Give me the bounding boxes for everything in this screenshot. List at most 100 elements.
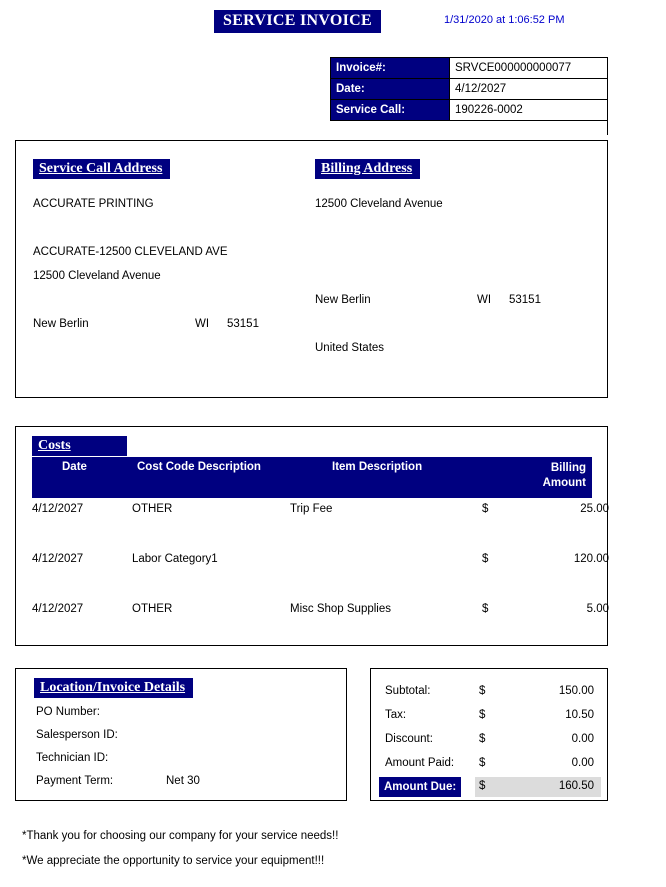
billing-street: 12500 Cleveland Avenue (315, 198, 443, 210)
cost-billing-amount: 5.00 (586, 603, 609, 615)
technician-id-label: Technician ID: (36, 752, 109, 764)
cost-currency-symbol: $ (482, 553, 489, 565)
discount-currency-symbol: $ (479, 733, 486, 745)
column-header-cost-code-description: Cost Code Description (137, 461, 261, 473)
list-item: Discount: $ 0.00 (371, 729, 609, 753)
invoice-number-value: SRVCE000000000077 (449, 57, 608, 79)
table-row: Invoice#: SRVCE000000000077 (330, 57, 608, 79)
costs-panel: Costs Date Cost Code Description Item De… (15, 426, 609, 649)
cost-currency-symbol: $ (482, 603, 489, 615)
details-heading-wrap: Location/Invoice Details (34, 678, 194, 698)
salesperson-id-label: Salesperson ID: (36, 729, 118, 741)
subtotal-value: 150.00 (558, 685, 594, 697)
invoice-date-label: Date: (330, 78, 450, 100)
list-item: Amount Paid: $ 0.00 (371, 753, 609, 777)
billing-blank-line-1 (315, 216, 595, 240)
billing-city-state-zip: New Berlin WI 53151 (315, 288, 595, 312)
cost-currency-symbol: $ (482, 503, 489, 515)
column-header-billing-amount: Billing Amount (543, 461, 586, 491)
totals-rows: Subtotal: $ 150.00 Tax: $ 10.50 Discount… (371, 681, 609, 799)
service-call-zip: 53151 (227, 318, 259, 330)
billing-blank-line-2 (315, 240, 595, 264)
costs-table-body: 4/12/2027 OTHER Trip Fee $ 25.00 4/12/20… (32, 499, 609, 649)
cost-billing-amount: 25.00 (580, 503, 609, 515)
amount-due-highlight (475, 777, 601, 797)
table-row: Date: 4/12/2027 (330, 78, 608, 100)
service-call-label: Service Call: (330, 99, 450, 121)
tax-currency-symbol: $ (479, 709, 486, 721)
cost-code-description: OTHER (132, 503, 173, 515)
amount-paid-currency-symbol: $ (479, 757, 486, 769)
service-call-address-block: Service Call Address ACCURATE PRINTING A… (33, 157, 313, 336)
payment-term-value: Net 30 (166, 775, 200, 787)
po-number-label: PO Number: (36, 706, 100, 718)
cost-item-description: Misc Shop Supplies (290, 603, 391, 615)
service-call-location-name: ACCURATE-12500 CLEVELAND AVE (33, 246, 228, 258)
location-invoice-details-heading: Location/Invoice Details (34, 678, 194, 698)
payment-term-label: Payment Term: (36, 775, 114, 787)
meta-table-edge-rule (607, 57, 608, 135)
amount-due-row: Amount Due: $ 160.50 (371, 777, 609, 799)
discount-value: 0.00 (571, 733, 594, 745)
location-invoice-details-panel: Location/Invoice Details PO Number: Sale… (15, 668, 347, 801)
invoice-meta-table: Invoice#: SRVCE000000000077 Date: 4/12/2… (330, 57, 608, 121)
footer-note-2: *We appreciate the opportunity to servic… (22, 855, 325, 867)
column-header-billing-amount-line1: Billing (550, 462, 586, 474)
costs-tab-label: Costs (38, 438, 71, 453)
amount-paid-value: 0.00 (571, 757, 594, 769)
totals-panel: Subtotal: $ 150.00 Tax: $ 10.50 Discount… (370, 668, 608, 801)
service-call-state: WI (195, 318, 210, 330)
footer-note-1: *Thank you for choosing our company for … (22, 830, 339, 842)
table-row: 4/12/2027 OTHER Trip Fee $ 25.00 (32, 499, 609, 549)
billing-state: WI (477, 294, 492, 306)
subtotal-currency-symbol: $ (479, 685, 486, 697)
cost-code-description: Labor Category1 (132, 553, 218, 565)
tax-value: 10.50 (565, 709, 594, 721)
service-call-address-heading: Service Call Address (33, 159, 171, 179)
list-item: Subtotal: $ 150.00 (371, 681, 609, 705)
service-call-city-state-zip: New Berlin WI 53151 (33, 312, 313, 336)
billing-address-heading: Billing Address (315, 159, 421, 179)
billing-city: New Berlin (315, 294, 371, 306)
billing-country: United States (315, 342, 385, 354)
service-call-city: New Berlin (33, 318, 89, 330)
column-header-date: Date (62, 461, 87, 473)
address-panel: Service Call Address ACCURATE PRINTING A… (15, 140, 608, 398)
billing-blank-line-4 (315, 312, 595, 336)
table-row: Service Call: 190226-0002 (330, 99, 608, 121)
costs-table-header: Date Cost Code Description Item Descript… (32, 457, 592, 498)
tax-label: Tax: (385, 709, 407, 721)
footer-notes: *Thank you for choosing our company for … (22, 824, 338, 874)
amount-paid-label: Amount Paid: (385, 757, 455, 769)
cost-item-description: Trip Fee (290, 503, 333, 515)
invoice-number-label: Invoice#: (330, 57, 450, 79)
cost-date: 4/12/2027 (32, 503, 84, 515)
service-call-value: 190226-0002 (449, 99, 608, 121)
cost-billing-amount: 120.00 (573, 553, 609, 565)
cost-date: 4/12/2027 (32, 603, 84, 615)
amount-due-currency-symbol: $ (479, 780, 486, 792)
amount-due-value: 160.50 (558, 780, 594, 792)
service-call-blank-line-1 (33, 216, 313, 240)
billing-blank-line-3 (315, 264, 595, 288)
table-row: 4/12/2027 Labor Category1 $ 120.00 (32, 549, 609, 599)
cost-date: 4/12/2027 (32, 553, 84, 565)
list-item: Tax: $ 10.50 (371, 705, 609, 729)
table-row: 4/12/2027 OTHER Misc Shop Supplies $ 5.0… (32, 599, 609, 649)
costs-tab: Costs (32, 436, 127, 456)
service-call-customer-name: ACCURATE PRINTING (33, 198, 154, 210)
cost-code-description: OTHER (132, 603, 173, 615)
subtotal-label: Subtotal: (385, 685, 431, 697)
billing-zip: 53151 (509, 294, 541, 306)
service-call-blank-line-2 (33, 288, 313, 312)
billing-address-heading-wrap: Billing Address (315, 157, 595, 181)
invoice-date-value: 4/12/2027 (449, 78, 608, 100)
discount-label: Discount: (385, 733, 433, 745)
column-header-billing-amount-line2: Amount (542, 477, 586, 489)
service-call-address-heading-wrap: Service Call Address (33, 157, 313, 181)
amount-due-label: Amount Due: (379, 777, 462, 797)
print-timestamp: 1/31/2020 at 1:06:52 PM (444, 14, 565, 26)
column-header-item-description: Item Description (332, 461, 423, 473)
billing-address-block: Billing Address 12500 Cleveland Avenue N… (315, 157, 595, 360)
